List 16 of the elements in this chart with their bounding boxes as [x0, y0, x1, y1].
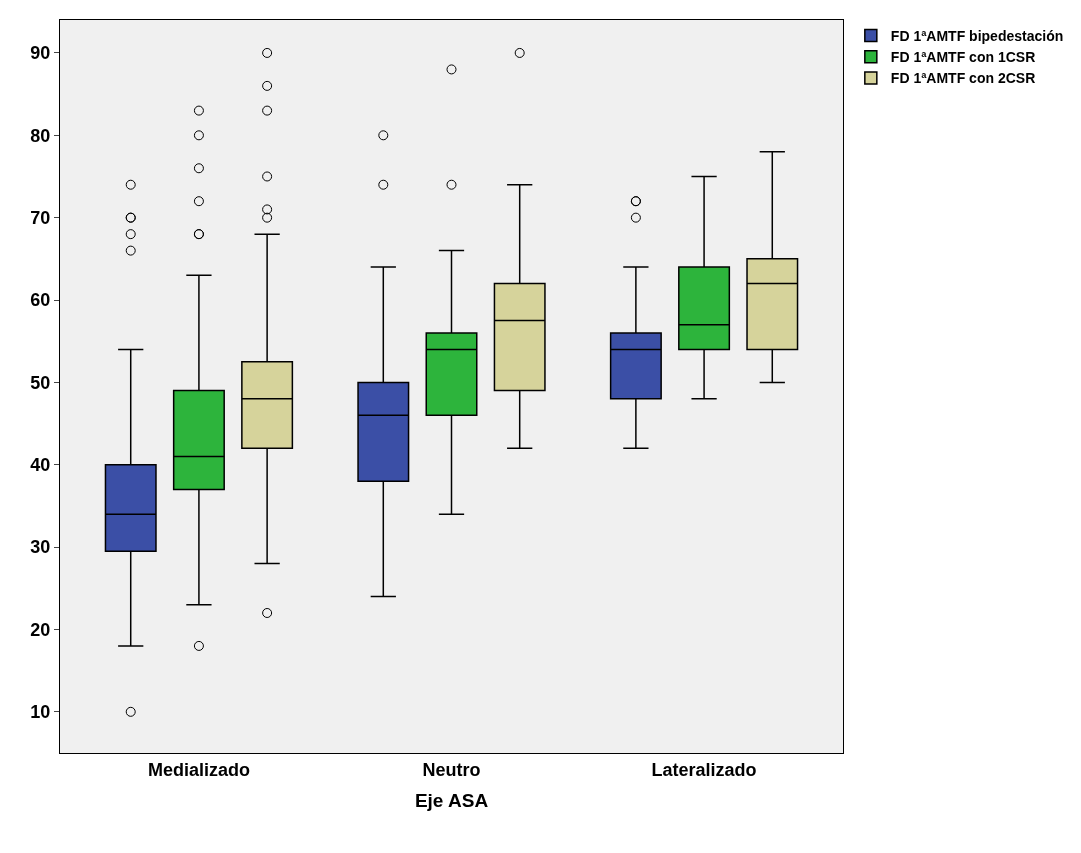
y-tick-label: 10 [30, 702, 51, 723]
x-tick-label: Lateralizado [651, 759, 757, 780]
y-tick-label: 70 [30, 207, 51, 228]
y-tick-label: 60 [30, 290, 51, 311]
y-tick-label: 20 [30, 619, 51, 640]
legend-label: FD 1ªAMTF con 2CSR [890, 70, 1036, 87]
y-tick-label: 50 [30, 372, 51, 393]
y-tick-label: 90 [30, 43, 51, 64]
y-tick-label: 30 [30, 537, 51, 558]
x-axis-title: Eje ASA [414, 790, 489, 812]
y-tick-label: 40 [30, 455, 51, 476]
legend-label: FD 1ªAMTF bipedestación [890, 28, 1064, 45]
y-tick-label: 80 [30, 125, 51, 146]
x-tick-label: Medializado [147, 759, 250, 780]
legend-label: FD 1ªAMTF con 1CSR [890, 49, 1036, 66]
x-tick-label: Neutro [422, 759, 481, 780]
